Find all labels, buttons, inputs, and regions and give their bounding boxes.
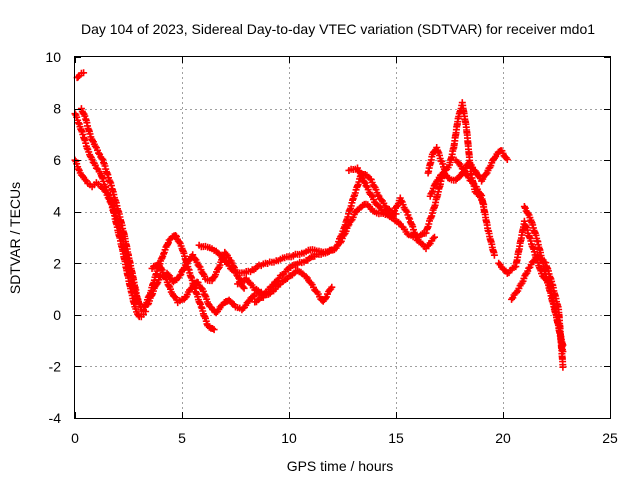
- series-arc-17: [495, 217, 567, 355]
- series-arc-13: [345, 164, 438, 253]
- series-arc-8: [195, 241, 297, 277]
- y-tick-label: -4: [49, 410, 62, 426]
- series-arc-10: [251, 267, 336, 306]
- y-tick-label: 2: [53, 255, 61, 271]
- x-tick-label: 15: [388, 430, 404, 446]
- plot-border: [74, 56, 611, 419]
- series-markers: [345, 164, 438, 253]
- series-arc-12: [336, 170, 447, 247]
- series-markers: [195, 241, 297, 277]
- series-markers: [520, 203, 567, 349]
- x-tick-label: 10: [281, 430, 297, 446]
- series-arc-7: [148, 260, 265, 317]
- series-arc-2: [73, 69, 88, 82]
- x-axis-label: GPS time / hours: [287, 458, 394, 474]
- x-tick-label: 25: [602, 430, 618, 446]
- x-tick-label: 5: [178, 430, 186, 446]
- y-tick-label: -2: [49, 358, 62, 374]
- y-tick-label: 10: [45, 49, 61, 65]
- y-axis-label: SDTVAR / TECUs: [7, 182, 23, 294]
- series-arc-16: [452, 156, 498, 259]
- chart-title: Day 104 of 2023, Sidereal Day-to-day VTE…: [81, 21, 595, 37]
- series-arc-15: [426, 147, 511, 200]
- series-markers: [336, 170, 447, 247]
- y-tick-label: 4: [53, 204, 61, 220]
- series-markers: [73, 69, 88, 82]
- series-markers: [251, 267, 336, 306]
- series-markers: [452, 156, 498, 259]
- grid-lines: [75, 57, 610, 418]
- series-markers: [77, 105, 150, 315]
- data-series: [71, 69, 567, 371]
- y-tick-label: 0: [53, 307, 61, 323]
- y-tick-label: 8: [53, 101, 61, 117]
- x-tick-label: 20: [495, 430, 511, 446]
- axis-ticks: 0 5 10 15 20 25 -4 -2 0 2 4 6 8 10: [45, 49, 618, 446]
- y-tick-label: 6: [53, 152, 61, 168]
- series-markers: [148, 260, 265, 317]
- x-tick-label: 0: [71, 430, 79, 446]
- series-arc-19: [520, 203, 567, 349]
- series-markers: [495, 217, 567, 355]
- series-arc-4: [77, 105, 150, 315]
- series-markers: [426, 147, 511, 200]
